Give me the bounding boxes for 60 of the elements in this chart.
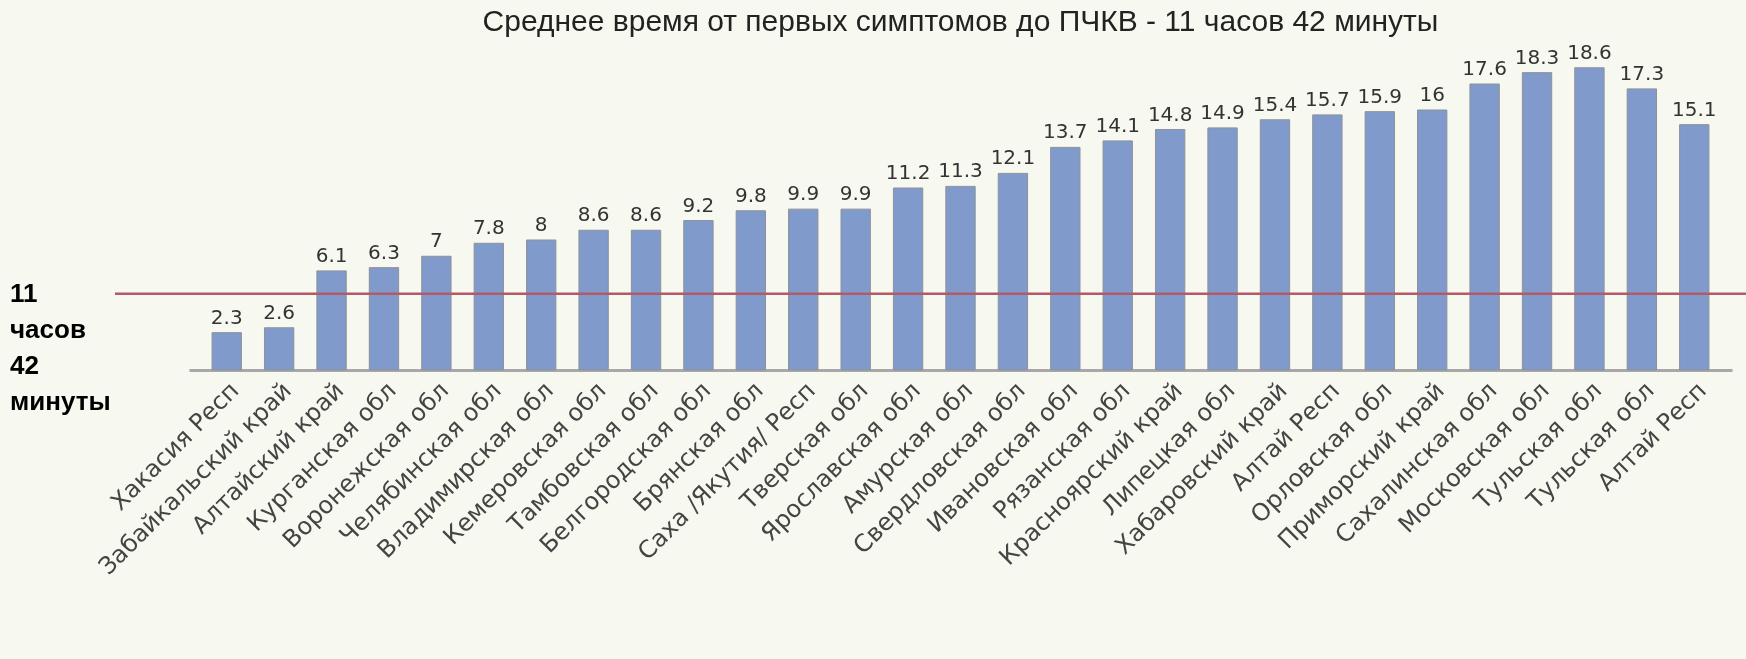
bar bbox=[526, 239, 557, 371]
data-label: 15.9 bbox=[1357, 83, 1403, 108]
data-label: 8.6 bbox=[577, 202, 610, 227]
data-label: 8 bbox=[534, 212, 548, 236]
bar bbox=[630, 229, 662, 371]
data-label: 9.9 bbox=[787, 181, 820, 206]
bar bbox=[316, 270, 347, 371]
data-label: 7.8 bbox=[472, 215, 505, 240]
data-label: 2.3 bbox=[210, 304, 243, 329]
data-label: 15.4 bbox=[1252, 91, 1298, 116]
bar bbox=[578, 229, 609, 371]
data-label: 6.3 bbox=[368, 239, 400, 264]
bar bbox=[1102, 140, 1133, 371]
data-label: 11.3 bbox=[938, 158, 983, 183]
bar bbox=[1417, 109, 1448, 371]
data-label: 8.6 bbox=[630, 202, 662, 227]
bar bbox=[1154, 129, 1186, 371]
bar bbox=[211, 332, 242, 371]
data-label: 9.9 bbox=[839, 181, 872, 206]
data-label: 9.8 bbox=[734, 182, 767, 207]
data-label: 15.1 bbox=[1672, 96, 1717, 121]
data-label: 12.1 bbox=[990, 145, 1036, 170]
data-label: 11.2 bbox=[885, 160, 931, 184]
bar bbox=[473, 242, 504, 371]
bar bbox=[683, 220, 714, 371]
bar bbox=[1259, 119, 1291, 371]
bar bbox=[997, 172, 1029, 371]
data-label: 7 bbox=[430, 228, 443, 253]
data-label: 6.1 bbox=[315, 242, 348, 267]
bar bbox=[1574, 67, 1605, 371]
bar bbox=[945, 185, 976, 371]
bar bbox=[1626, 88, 1658, 371]
bar bbox=[1207, 127, 1238, 371]
bar bbox=[421, 255, 452, 371]
data-label: 15.7 bbox=[1305, 86, 1350, 111]
bar bbox=[1364, 111, 1395, 371]
data-label: 18.6 bbox=[1567, 39, 1612, 64]
bar bbox=[735, 210, 767, 371]
bar bbox=[1469, 83, 1500, 371]
bar bbox=[1679, 124, 1710, 371]
bar bbox=[263, 327, 295, 371]
bar bbox=[840, 208, 871, 371]
data-label: 14.1 bbox=[1095, 112, 1140, 137]
bar bbox=[788, 208, 819, 371]
data-label: 13.7 bbox=[1043, 119, 1088, 144]
bar bbox=[1312, 114, 1343, 371]
data-label: 2.6 bbox=[263, 299, 296, 324]
bar bbox=[1521, 72, 1553, 371]
ref-line-label: 11 часов 42 минуты bbox=[10, 277, 111, 416]
data-label: 17.3 bbox=[1619, 60, 1665, 85]
chart-title: Среднее время от первых симптомов до ПЧКВ - 11 часов 42 минуты bbox=[482, 3, 1439, 37]
bar bbox=[368, 267, 400, 371]
data-label: 14.8 bbox=[1147, 101, 1193, 126]
data-label: 14.9 bbox=[1200, 99, 1245, 124]
data-label: 9.2 bbox=[682, 192, 715, 217]
bar bbox=[1050, 146, 1081, 371]
bar bbox=[892, 187, 924, 371]
data-label: 18.3 bbox=[1514, 44, 1560, 69]
data-label: 16 bbox=[1419, 82, 1445, 106]
data-label: 17.6 bbox=[1462, 56, 1507, 80]
